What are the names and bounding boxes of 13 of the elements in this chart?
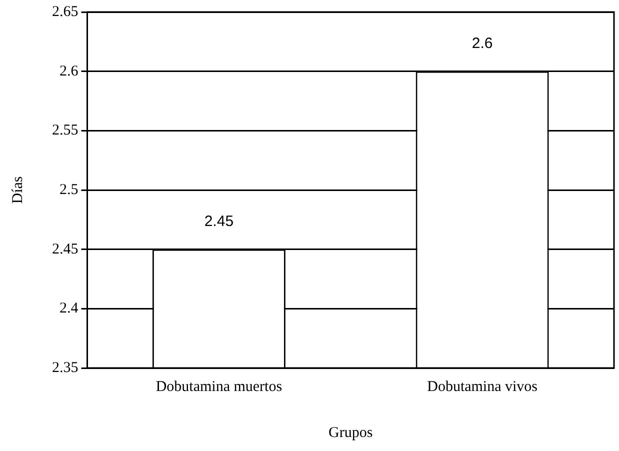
y-tick-label: 2.45 [52, 241, 78, 258]
data-label: 2.6 [472, 34, 493, 52]
y-tick-label: 2.6 [60, 63, 79, 80]
x-tick-label: Dobutamina vivos [427, 378, 538, 395]
x-axis-title: Grupos [328, 424, 373, 441]
y-tick-label: 2.35 [52, 360, 78, 376]
y-tick-label: 2.5 [60, 182, 78, 198]
data-label: 2.45 [204, 212, 234, 230]
y-tick-label: 2.4 [60, 300, 79, 317]
y-tick-label: 2.65 [52, 4, 78, 20]
x-tick-label: Dobutamina muertos [156, 378, 282, 395]
y-axis-title: Días [10, 176, 26, 204]
y-tick-label: 2.55 [52, 122, 78, 139]
